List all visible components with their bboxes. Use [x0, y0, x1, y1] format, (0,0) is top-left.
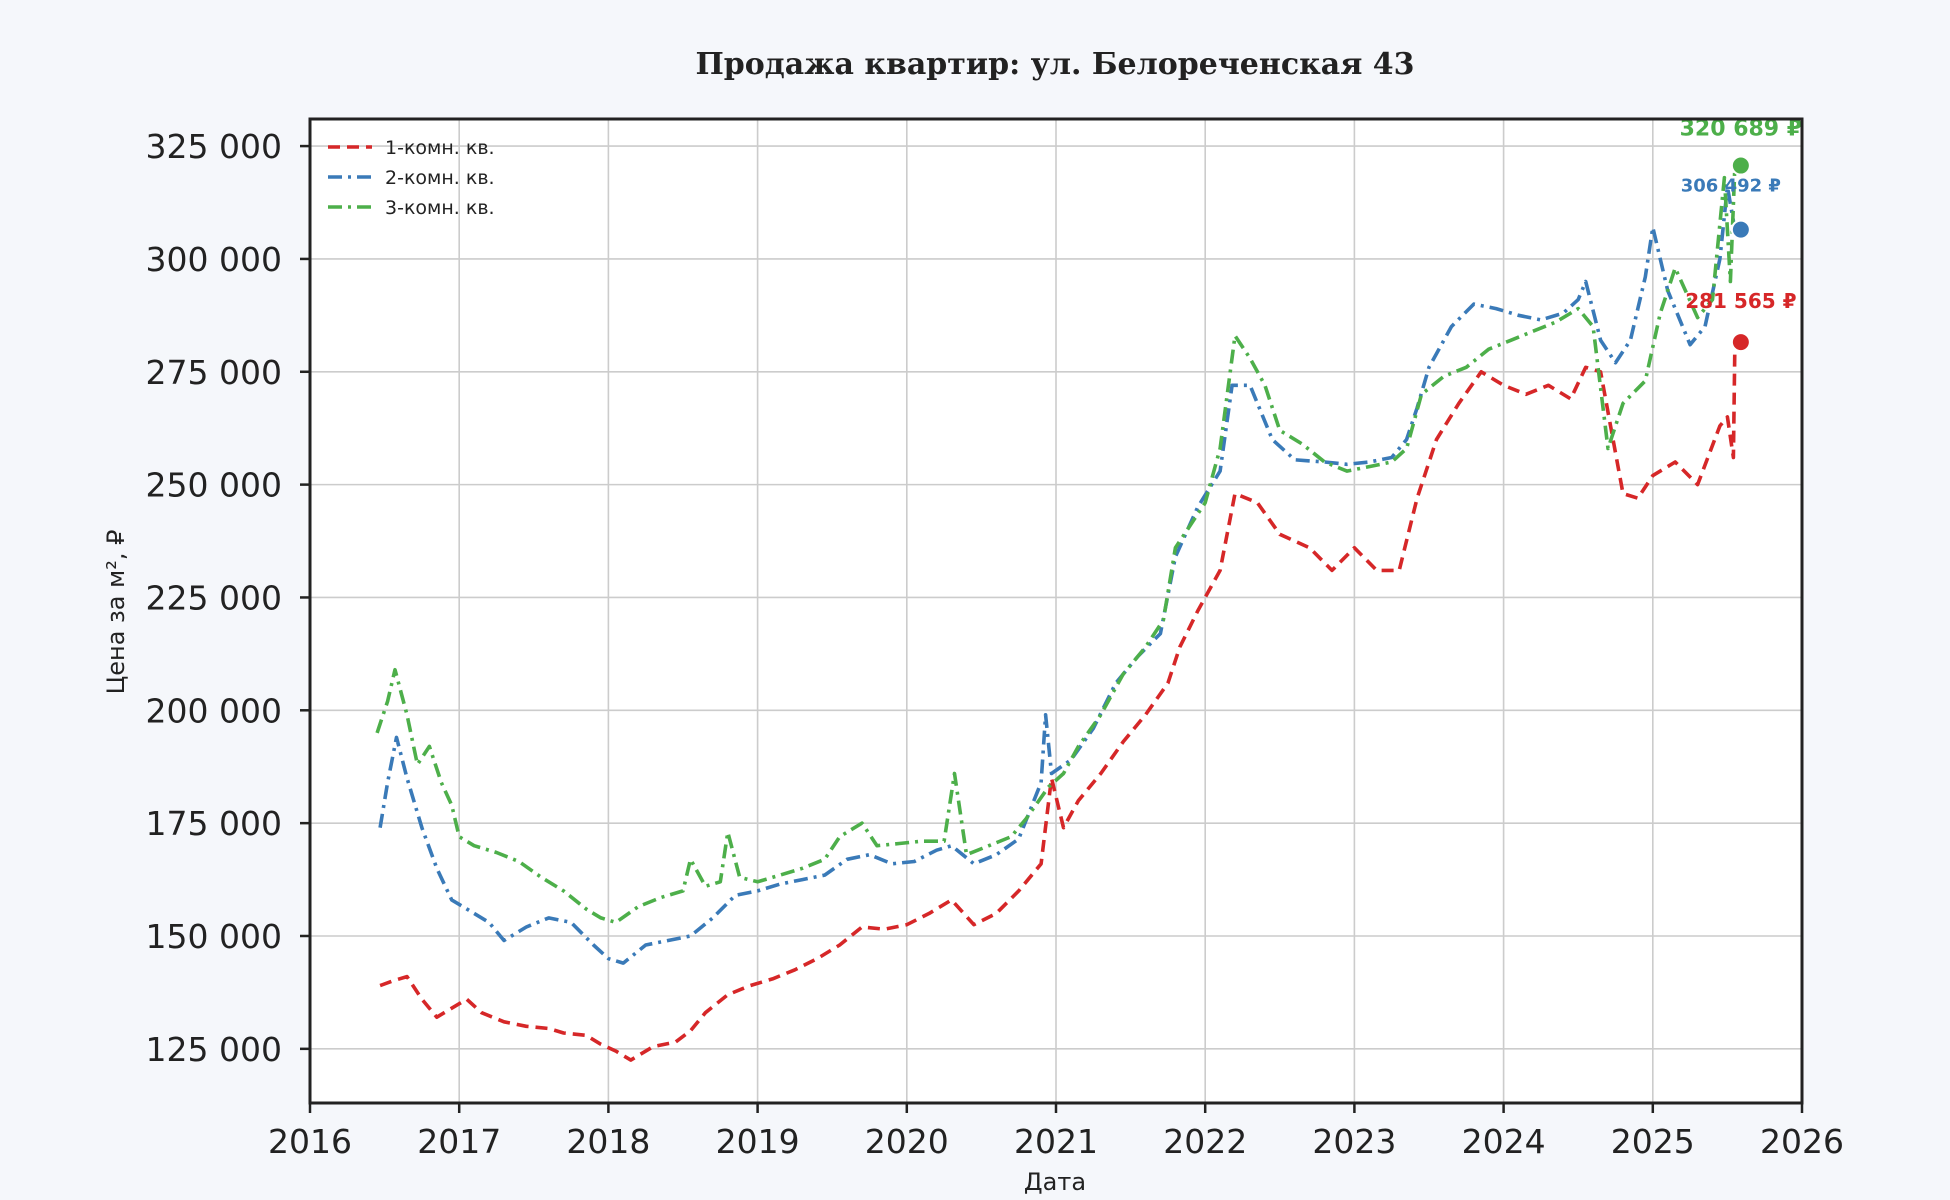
- series-end-label-1: 281 565 ₽: [1685, 289, 1796, 313]
- x-tick-label: 2020: [865, 1122, 949, 1161]
- x-axis-ticks: 2016 2017 2018 2019 2020 2021 2022 2023 2024 2025…: [268, 1103, 1844, 1161]
- x-tick-label: 2024: [1462, 1122, 1546, 1161]
- legend: 1-комн. кв. 2-комн. кв. 3-комн. кв.: [328, 137, 495, 219]
- chart-title: Продажа квартир: ул. Белореченская 43: [695, 47, 1414, 82]
- series-end-marker-2: [1730, 219, 1751, 240]
- legend-label-1: 1-комн. кв.: [385, 137, 495, 159]
- x-axis-label: Дата: [1024, 1168, 1086, 1196]
- series-line-1: [379, 342, 1737, 1062]
- x-tick-label: 2025: [1611, 1122, 1695, 1161]
- y-axis-ticks: 125 000 150 000 175 000 200 000 225 000 250 0…: [146, 127, 310, 1069]
- x-tick-label: 2022: [1163, 1122, 1247, 1161]
- x-tick-label: 2016: [268, 1122, 352, 1161]
- x-tick-label: 2017: [417, 1122, 501, 1161]
- y-tick-label: 200 000: [146, 691, 282, 730]
- series-line-3: [375, 165, 1737, 925]
- grid: [310, 119, 1802, 1103]
- end-markers: 281 565 ₽ 306 492 ₽ 320 689 ₽: [1680, 117, 1802, 353]
- series-line-2: [378, 184, 1737, 965]
- series-end-marker-1: [1730, 332, 1751, 353]
- legend-label-3: 3-комн. кв.: [385, 197, 495, 219]
- y-axis-label: Цена за м², ₽: [102, 530, 130, 695]
- series-end-label-3: 320 689 ₽: [1680, 117, 1802, 142]
- x-tick-label: 2018: [566, 1122, 650, 1161]
- y-tick-label: 275 000: [146, 353, 282, 392]
- legend-label-2: 2-комн. кв.: [385, 167, 495, 189]
- x-tick-label: 2026: [1760, 1122, 1844, 1161]
- y-tick-label: 250 000: [146, 466, 282, 505]
- y-tick-label: 125 000: [146, 1030, 282, 1069]
- y-tick-label: 225 000: [146, 578, 282, 617]
- y-tick-label: 325 000: [146, 127, 282, 166]
- y-tick-label: 175 000: [146, 804, 282, 843]
- x-tick-label: 2019: [716, 1122, 800, 1161]
- series-lines: [375, 165, 1737, 1062]
- series-end-label-2: 306 492 ₽: [1681, 176, 1781, 197]
- y-tick-label: 150 000: [146, 917, 282, 956]
- series-end-marker-3: [1730, 155, 1751, 176]
- x-tick-label: 2023: [1312, 1122, 1396, 1161]
- y-tick-label: 300 000: [146, 240, 282, 279]
- x-tick-label: 2021: [1014, 1122, 1098, 1161]
